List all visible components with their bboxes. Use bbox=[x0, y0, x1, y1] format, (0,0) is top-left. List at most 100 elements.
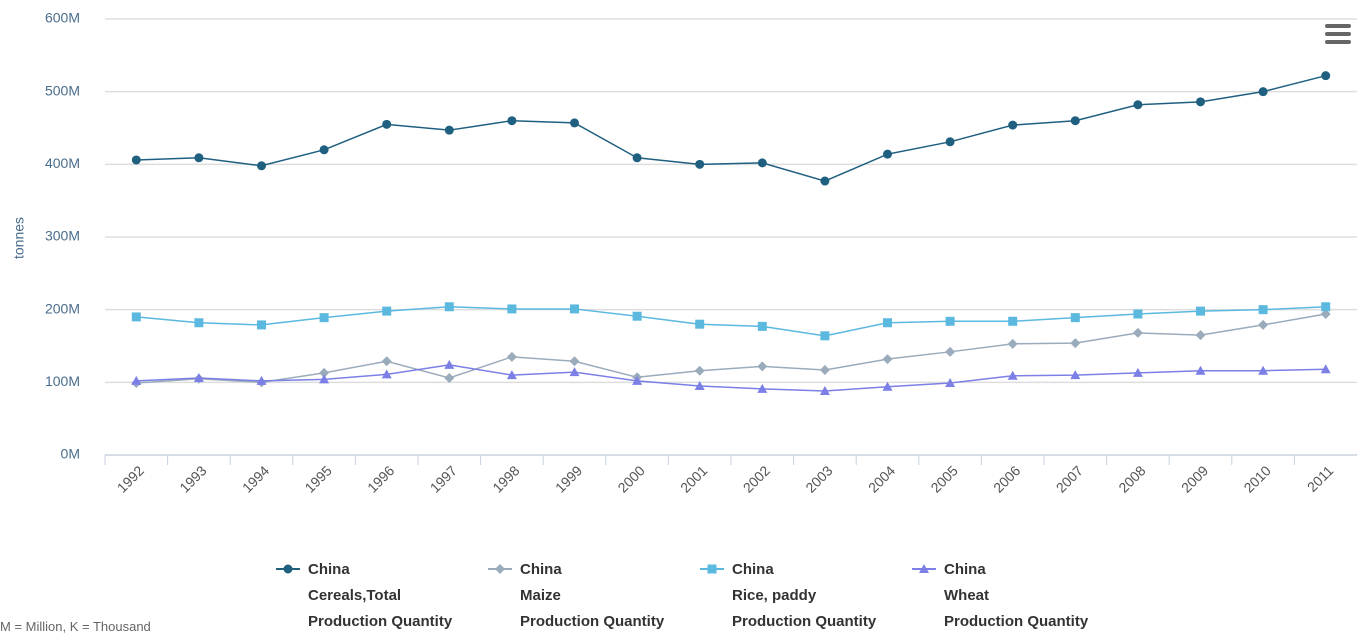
point bbox=[1195, 330, 1206, 341]
point bbox=[507, 304, 517, 314]
point bbox=[570, 304, 579, 314]
point bbox=[319, 145, 329, 155]
point bbox=[381, 356, 392, 367]
point bbox=[569, 356, 580, 367]
point bbox=[1196, 306, 1205, 316]
point bbox=[319, 313, 329, 323]
point bbox=[1070, 313, 1080, 323]
point bbox=[1320, 309, 1331, 320]
y-tick-label: 500M bbox=[45, 82, 80, 98]
point bbox=[506, 351, 517, 362]
x-tick-label: 1992 bbox=[114, 462, 147, 495]
point bbox=[1320, 364, 1331, 374]
x-tick-label: 1993 bbox=[176, 462, 209, 495]
point bbox=[632, 153, 642, 163]
point bbox=[695, 319, 705, 329]
y-tick-label: 300M bbox=[45, 228, 80, 244]
point bbox=[632, 375, 643, 385]
menu-button[interactable] bbox=[1325, 24, 1351, 48]
legend-item[interactable]: China Rice, paddy Production Quantity bbox=[700, 557, 876, 635]
point bbox=[819, 364, 830, 375]
x-tick-label: 2011 bbox=[1304, 462, 1337, 495]
x-tick-label: 2008 bbox=[1115, 462, 1148, 495]
point bbox=[1133, 309, 1143, 319]
point bbox=[131, 155, 141, 165]
point bbox=[257, 161, 266, 171]
legend-symbol bbox=[276, 564, 300, 574]
point bbox=[945, 316, 955, 326]
point bbox=[194, 153, 204, 163]
point bbox=[131, 312, 141, 322]
point bbox=[506, 370, 517, 380]
point bbox=[945, 346, 956, 357]
point bbox=[820, 331, 830, 341]
point bbox=[882, 381, 893, 391]
point bbox=[820, 176, 830, 186]
point bbox=[1258, 87, 1268, 97]
legend-symbol bbox=[912, 564, 936, 573]
point bbox=[695, 159, 705, 169]
point bbox=[757, 383, 768, 393]
y-tick-label: 600M bbox=[45, 10, 80, 26]
x-tick-label: 2002 bbox=[740, 462, 773, 495]
point bbox=[382, 306, 392, 316]
x-tick-label: 1995 bbox=[301, 462, 334, 495]
point bbox=[444, 359, 455, 369]
point bbox=[570, 118, 579, 128]
series-line bbox=[136, 364, 1326, 392]
point bbox=[1321, 71, 1331, 81]
point bbox=[382, 119, 392, 129]
legend-symbol bbox=[488, 564, 512, 574]
point bbox=[444, 302, 454, 312]
point bbox=[381, 369, 392, 379]
point bbox=[444, 125, 454, 135]
point bbox=[883, 149, 892, 159]
point bbox=[945, 137, 955, 147]
point bbox=[256, 375, 267, 385]
point bbox=[1258, 365, 1269, 375]
point bbox=[1196, 97, 1205, 107]
series-line bbox=[136, 306, 1326, 337]
point bbox=[883, 318, 892, 328]
point bbox=[507, 116, 517, 126]
series-line bbox=[136, 313, 1326, 384]
legend-item[interactable]: China Maize Production Quantity bbox=[488, 557, 664, 635]
y-tick-label: 100M bbox=[45, 373, 80, 389]
x-tick-label: 1994 bbox=[239, 462, 272, 495]
point bbox=[569, 367, 580, 377]
point bbox=[319, 367, 330, 378]
legend-symbol bbox=[700, 564, 724, 574]
point bbox=[1008, 316, 1018, 326]
point bbox=[1007, 370, 1018, 380]
point bbox=[1258, 319, 1269, 330]
point bbox=[193, 372, 204, 382]
point bbox=[945, 378, 956, 388]
point bbox=[1321, 302, 1331, 312]
point bbox=[1133, 100, 1143, 110]
point bbox=[882, 354, 893, 365]
x-tick-label: 1999 bbox=[552, 462, 585, 495]
x-tick-label: 2000 bbox=[614, 462, 647, 495]
x-tick-label: 2007 bbox=[1053, 462, 1086, 495]
legend-item[interactable]: China Cereals,Total Production Quantity bbox=[276, 557, 452, 635]
point bbox=[1195, 365, 1206, 375]
point bbox=[1070, 370, 1081, 380]
point bbox=[757, 321, 767, 331]
point bbox=[707, 564, 717, 574]
x-tick-label: 2005 bbox=[927, 462, 960, 495]
x-tick-label: 2003 bbox=[802, 462, 835, 495]
x-tick-label: 1996 bbox=[364, 462, 397, 495]
x-tick-label: 1998 bbox=[489, 462, 522, 495]
point bbox=[1132, 367, 1143, 377]
point bbox=[319, 374, 330, 384]
legend-item[interactable]: China Wheat Production Quantity bbox=[912, 557, 1088, 635]
x-tick-label: 2010 bbox=[1240, 462, 1273, 495]
point bbox=[444, 372, 455, 383]
point bbox=[694, 380, 705, 390]
x-tick-label: 2009 bbox=[1178, 462, 1211, 495]
x-tick-label: 2006 bbox=[990, 462, 1023, 495]
footnote: M = Million, K = Thousand bbox=[0, 619, 151, 634]
point bbox=[283, 564, 293, 574]
point bbox=[1070, 338, 1081, 349]
